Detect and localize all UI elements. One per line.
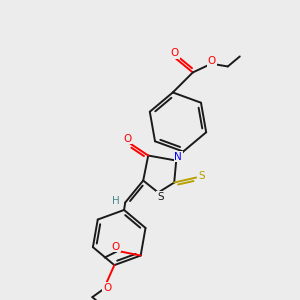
Text: N: N [174,152,182,161]
Text: O: O [171,49,179,58]
Text: H: H [112,196,120,206]
Text: S: S [157,191,164,202]
Text: O: O [123,134,131,143]
Text: O: O [112,242,120,251]
Text: S: S [198,170,205,181]
Text: O: O [208,56,216,67]
Text: O: O [103,283,112,293]
